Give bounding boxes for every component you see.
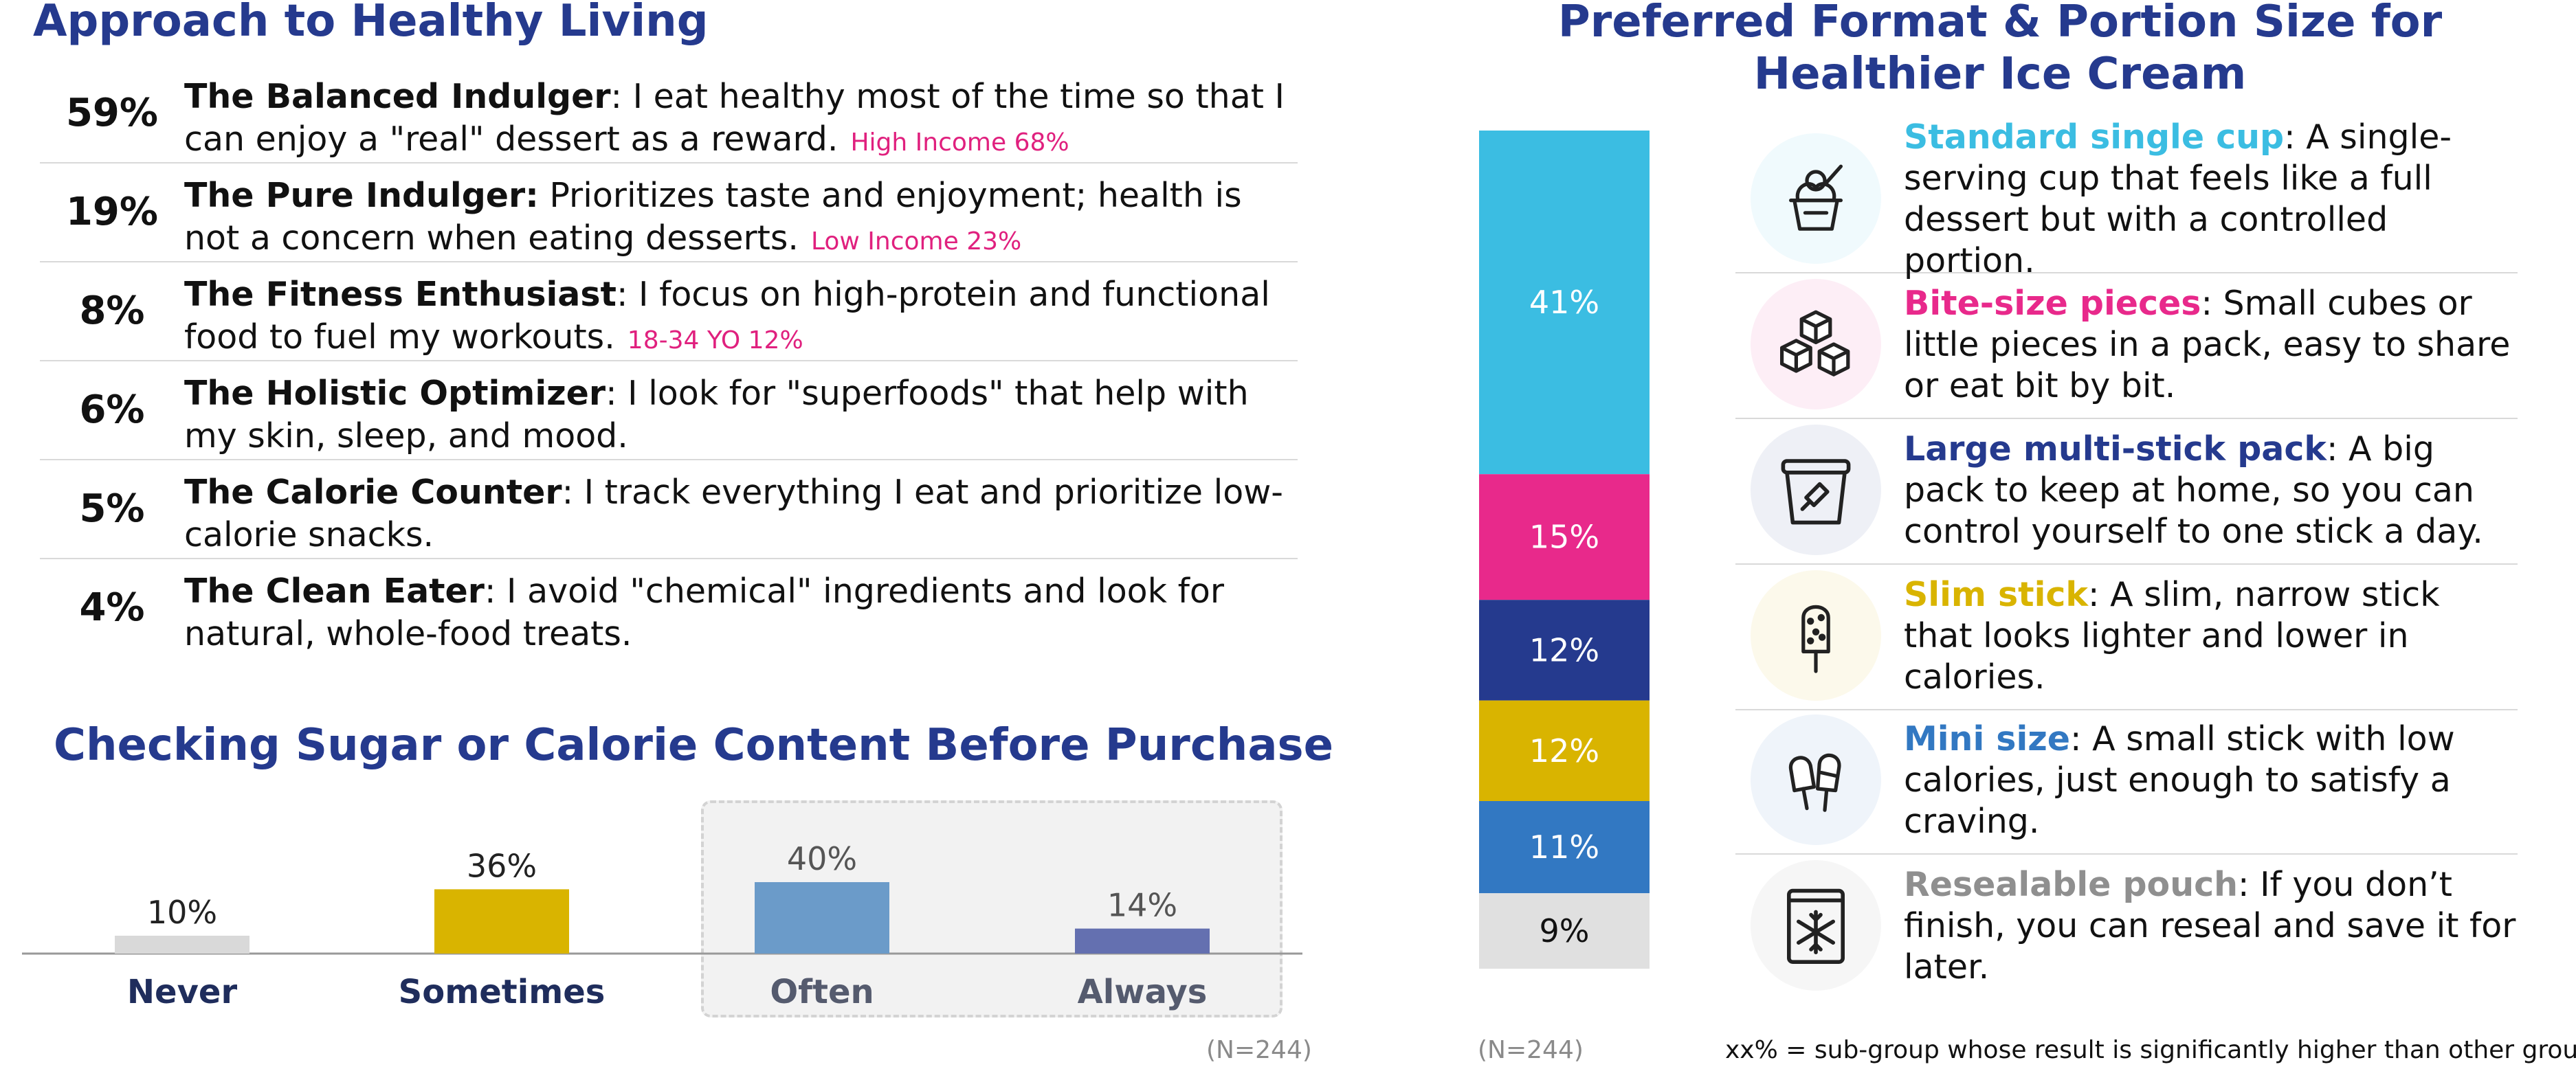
approach-percent: 19% xyxy=(65,189,159,234)
segment-label: 12% xyxy=(1529,631,1599,668)
category-label: Never xyxy=(127,973,238,1011)
stack-segment xyxy=(1479,474,1650,600)
bar-always xyxy=(1075,928,1210,954)
approach-percent: 4% xyxy=(79,585,145,630)
segment-name: The Clean Eater xyxy=(184,572,485,611)
approach-description: The Clean Eater: I avoid "chemical" ingr… xyxy=(184,570,1298,655)
format-text: : Small cubes or little pieces in a pack… xyxy=(1904,284,2511,405)
data-label: 40% xyxy=(787,840,857,877)
format-text: : A slim, narrow stick that looks lighte… xyxy=(1904,575,2440,697)
data-label: 14% xyxy=(1107,887,1177,924)
subgroup-callout: 18-34 YO 12% xyxy=(627,326,803,355)
approach-title: Approach to Healthy Living xyxy=(33,0,709,47)
approach-percent: 8% xyxy=(79,288,145,333)
data-label: 36% xyxy=(467,847,537,884)
format-item: Mini size: A small stick with low calori… xyxy=(1735,708,2518,855)
segment-name: The Fitness Enthusiast xyxy=(184,275,617,314)
approach-description: The Balanced Indulger: I eat healthy mos… xyxy=(184,76,1298,164)
data-label: 10% xyxy=(147,894,217,931)
sugar-chart-title: Checking Sugar or Calorie Content Before… xyxy=(54,720,1333,771)
format-label: Resealable pouch xyxy=(1904,865,2239,904)
subgroup-callout: High Income 68% xyxy=(850,128,1069,157)
cubes-icon xyxy=(1751,279,1881,409)
format-text: : A small stick with low calories, just … xyxy=(1904,719,2455,841)
approach-description: The Pure Indulger: Prioritizes taste and… xyxy=(184,175,1298,263)
approach-row: 6% The Holistic Optimizer: I look for "su… xyxy=(40,360,1298,460)
approach-row: 59% The Balanced Indulger: I eat healthy … xyxy=(40,63,1298,164)
segment-text: : I look for "superfoods" that help with… xyxy=(184,374,1249,455)
footnote: xx% = sub-group whose result is signific… xyxy=(1725,1036,2576,1064)
segment-text: Prioritizes taste and enjoyment; health … xyxy=(184,176,1242,258)
approach-row: 4% The Clean Eater: I avoid "chemical" in… xyxy=(40,558,1298,657)
format-item: Large multi-stick pack: A big pack to ke… xyxy=(1735,418,2518,565)
approach-percent: 6% xyxy=(79,387,145,432)
segment-label: 15% xyxy=(1529,519,1599,556)
format-label: Standard single cup xyxy=(1904,117,2285,157)
format-description: Resealable pouch: If you don’t finish, y… xyxy=(1904,853,2518,999)
format-text: : A big pack to keep at home, so you can… xyxy=(1904,429,2483,551)
stack-segment xyxy=(1479,801,1650,894)
format-description: Bite-size pieces: Small cubes or little … xyxy=(1904,272,2518,418)
format-text: : If you don’t finish, you can reseal an… xyxy=(1904,865,2516,987)
segment-text: : I focus on high-protein and functional… xyxy=(184,275,1270,357)
category-label: Often xyxy=(770,973,874,1011)
segment-text: : I avoid "chemical" ingredients and loo… xyxy=(184,572,1224,653)
approach-description: The Calorie Counter: I track everything … xyxy=(184,471,1298,556)
segment-label: 9% xyxy=(1540,912,1590,949)
segment-name: The Pure Indulger: xyxy=(184,176,539,215)
format-label: Large multi-stick pack xyxy=(1904,429,2327,469)
ice-cream-cup-icon xyxy=(1751,133,1881,264)
approach-percent: 59% xyxy=(65,90,159,135)
format-item: Standard single cup: A single-serving cu… xyxy=(1735,117,2518,280)
sugar-chart: 10% Never 36% Sometimes 40% Often 14% Always xyxy=(22,840,1302,1011)
format-description: Large multi-stick pack: A big pack to ke… xyxy=(1904,418,2518,563)
stacked-bar-chart: 41% 15% 12% 12% 11% 9% xyxy=(1479,131,1650,969)
segment-name: The Calorie Counter xyxy=(184,473,562,512)
segment-text: : I eat healthy most of the time so that… xyxy=(184,77,1285,159)
approach-description: The Fitness Enthusiast: I focus on high-… xyxy=(184,273,1298,362)
format-item: Slim stick: A slim, narrow stick that lo… xyxy=(1735,563,2518,710)
category-label: Always xyxy=(1078,973,1208,1011)
bar-often xyxy=(755,882,889,954)
pouch-icon xyxy=(1751,860,1881,991)
segment-name: The Holistic Optimizer xyxy=(184,374,606,413)
stack-segment xyxy=(1479,700,1650,801)
approach-description: The Holistic Optimizer: I look for "supe… xyxy=(184,372,1298,458)
segment-label: 11% xyxy=(1529,829,1599,866)
segment-text: : I track everything I eat and prioritiz… xyxy=(184,473,1283,554)
bar-never xyxy=(115,936,249,954)
bar-sometimes xyxy=(434,889,569,954)
preferred-format-title: Preferred Format & Portion Size for Heal… xyxy=(1557,0,2443,100)
format-text: : A single-serving cup that feels like a… xyxy=(1904,117,2452,280)
format-description: Slim stick: A slim, narrow stick that lo… xyxy=(1904,563,2518,709)
format-description: Mini size: A small stick with low calori… xyxy=(1904,708,2518,853)
segment-label: 12% xyxy=(1529,732,1599,769)
segment-label: 41% xyxy=(1529,284,1599,321)
sample-size-left: (N=244) xyxy=(1206,1036,1312,1064)
approach-row: 5% The Calorie Counter: I track everythin… xyxy=(40,459,1298,559)
format-item: Bite-size pieces: Small cubes or little … xyxy=(1735,272,2518,419)
category-label: Sometimes xyxy=(399,973,606,1011)
stack-segment xyxy=(1479,131,1650,475)
approach-row: 8% The Fitness Enthusiast: I focus on hig… xyxy=(40,261,1298,361)
subgroup-callout: Low Income 23% xyxy=(810,227,1022,256)
sample-size-right: (N=244) xyxy=(1478,1036,1584,1064)
format-label: Bite-size pieces xyxy=(1904,284,2201,323)
format-description: Standard single cup: A single-serving cu… xyxy=(1904,117,2518,280)
stack-segment xyxy=(1479,600,1650,701)
approach-row: 19% The Pure Indulger: Prioritizes taste … xyxy=(40,162,1298,262)
format-label: Mini size xyxy=(1904,719,2071,758)
popsicle-icon xyxy=(1751,570,1881,701)
mini-sticks-icon xyxy=(1751,714,1881,845)
segment-name: The Balanced Indulger xyxy=(184,77,611,116)
stack-segment xyxy=(1479,893,1650,969)
format-label: Slim stick xyxy=(1904,575,2089,614)
format-item: Resealable pouch: If you don’t finish, y… xyxy=(1735,853,2518,999)
tub-icon xyxy=(1751,425,1881,555)
approach-percent: 5% xyxy=(79,486,145,531)
